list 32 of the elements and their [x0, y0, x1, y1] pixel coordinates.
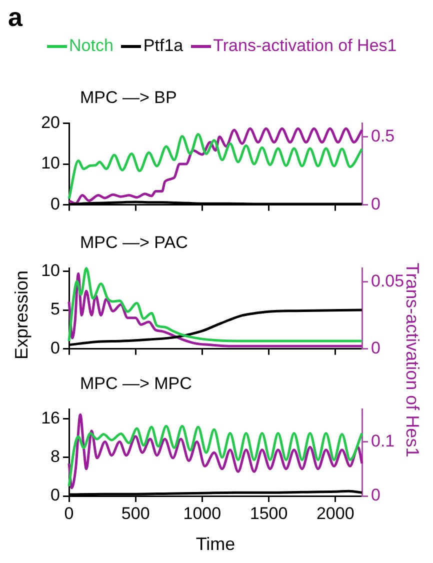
y-tick-label: 10 [41, 154, 60, 173]
x-tick-label: 2000 [316, 504, 354, 523]
line-series [68, 413, 364, 490]
y-tick-label: 20 [41, 112, 60, 132]
chart-title: MPC —> BP [80, 88, 177, 108]
y2-tick-label: 0 [371, 194, 380, 214]
line-series [68, 424, 364, 488]
y-tick-label: 8 [50, 447, 60, 466]
chart-title: MPC —> MPC [80, 374, 192, 394]
y2-axis-title: Trans-activation of Hes1 [402, 262, 422, 458]
y-tick-label: 5 [50, 300, 60, 319]
x-tick-label: 1500 [250, 504, 288, 523]
y-tick-label: 0 [50, 194, 60, 214]
y2-tick-label: 0.05 [371, 271, 404, 290]
y-tick-label: 16 [41, 408, 60, 428]
text: a [8, 2, 22, 33]
x-tick-label: 1000 [183, 504, 222, 523]
legend-label: Ptf1a [143, 36, 184, 56]
legend-label: Notch [69, 36, 114, 56]
y2-tick-label: 0 [371, 338, 380, 358]
y2-tick-label: 0.5 [371, 126, 395, 146]
x-tick-label: 500 [121, 504, 150, 523]
y-tick-label: 0 [50, 486, 60, 505]
y2-tick-label: 0.1 [371, 431, 395, 450]
y-tick-label: 0 [50, 338, 60, 358]
y-axis-title: Expression [12, 270, 32, 360]
x-tick-label: 0 [64, 504, 74, 523]
y-tick-label: 10 [41, 260, 60, 280]
chart-title: MPC —> PAC [80, 233, 188, 253]
y2-tick-label: 0 [371, 486, 380, 505]
x-axis-title: Time [196, 534, 236, 554]
legend-label: Trans-activation of Hes1 [213, 36, 397, 56]
